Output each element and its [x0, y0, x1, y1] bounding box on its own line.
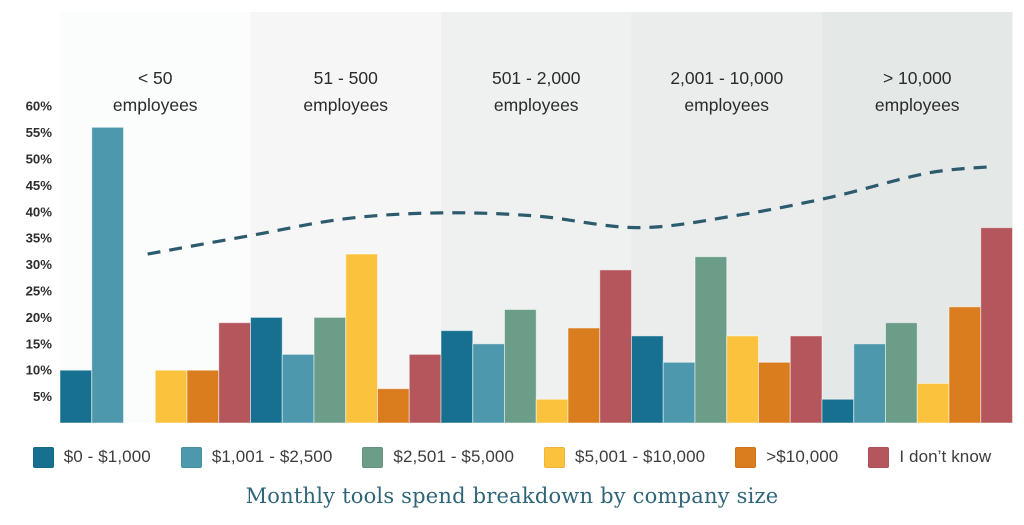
chart-title: Monthly tools spend breakdown by company… — [245, 484, 779, 508]
group-header-line2: employees — [113, 95, 198, 115]
bar-5-group-1 — [186, 369, 220, 424]
bar-1-group-3 — [440, 330, 474, 424]
group-header-line2: employees — [875, 95, 960, 115]
legend-label: >$10,000 — [766, 447, 839, 466]
group-header-line2: employees — [494, 95, 579, 115]
bar-3-group-3 — [504, 308, 537, 424]
bar-4-group-3 — [535, 398, 569, 424]
y-axis-tick-label: 10% — [26, 363, 53, 378]
bar-5-group-2 — [377, 388, 410, 424]
legend-label: $2,501 - $5,000 — [393, 447, 515, 466]
y-axis-tick-label: 20% — [26, 310, 53, 325]
bar-3-group-4 — [694, 256, 728, 424]
y-axis-tick-label: 50% — [26, 152, 53, 167]
bar-2-group-3 — [472, 343, 505, 424]
y-axis-tick-label: 35% — [26, 231, 53, 246]
bar-6-group-1 — [218, 322, 251, 424]
y-axis-tick-label: 40% — [26, 204, 53, 219]
bar-1-group-4 — [631, 335, 664, 424]
bar-2-group-1 — [91, 126, 124, 424]
bar-6-group-5 — [980, 227, 1013, 424]
bar-5-group-5 — [948, 306, 982, 424]
bar-2-group-4 — [662, 361, 696, 424]
legend-swatch-icon — [32, 446, 54, 468]
legend-swatch-icon — [180, 446, 202, 468]
bar-4-group-2 — [345, 253, 378, 424]
legend-item-5: >$10,000 — [735, 446, 839, 468]
y-axis-tick-label: 5% — [33, 389, 52, 404]
legend: $0 - $1,000 $1,001 - $2,500 $2,501 - $5,00… — [0, 440, 1024, 474]
y-axis-tick-label: 15% — [26, 336, 53, 351]
group-header-line1: 501 - 2,000 — [492, 68, 581, 88]
legend-label: $1,001 - $2,500 — [211, 447, 333, 466]
bar-2-group-2 — [281, 353, 315, 424]
bar-1-group-2 — [250, 316, 283, 424]
bar-2-group-5 — [853, 343, 886, 424]
legend-item-4: $5,001 - $10,000 — [544, 446, 706, 468]
legend-item-2: $1,001 - $2,500 — [180, 446, 333, 468]
bar-3-group-2 — [313, 316, 347, 424]
bar-4-group-5 — [916, 382, 950, 424]
legend-label: $5,001 - $10,000 — [575, 447, 706, 466]
legend-label: $0 - $1,000 — [63, 447, 151, 466]
bar-6-group-3 — [599, 269, 632, 424]
group-header-line2: employees — [684, 95, 769, 115]
trend-dashed-line — [147, 164, 996, 256]
bar-4-group-4 — [726, 335, 759, 424]
y-axis-tick-label: 30% — [26, 257, 53, 272]
bar-6-group-4 — [789, 335, 823, 424]
legend-item-1: $0 - $1,000 — [32, 446, 151, 468]
bar-5-group-4 — [758, 361, 791, 424]
legend-swatch-icon — [735, 446, 757, 468]
y-axis-tick-label: 60% — [26, 99, 53, 114]
legend-item-6: I don’t know — [868, 446, 992, 468]
group-header-line1: 51 - 500 — [314, 68, 378, 88]
bar-3-group-5 — [885, 322, 918, 424]
legend-swatch-icon — [544, 446, 566, 468]
y-axis-tick-label: 55% — [26, 125, 53, 140]
bar-5-group-3 — [567, 327, 601, 424]
chart-canvas: < 50 employees 51 - 500 employees 501 - 2,00… — [26, 12, 1013, 424]
bar-1-group-1 — [59, 369, 93, 424]
legend-item-3: $2,501 - $5,000 — [362, 446, 515, 468]
group-header-line1: < 50 — [138, 68, 173, 88]
group-header-line1: > 10,000 — [883, 68, 952, 88]
y-axis-tick-label: 45% — [26, 178, 53, 193]
bar-1-group-5 — [821, 398, 855, 424]
group-header-line1: 2,001 - 10,000 — [670, 68, 783, 88]
y-axis-tick-label: 25% — [26, 284, 53, 299]
bar-4-group-1 — [154, 369, 188, 424]
legend-label: I don’t know — [899, 447, 992, 466]
legend-swatch-icon — [362, 446, 384, 468]
legend-swatch-icon — [868, 446, 890, 468]
bar-6-group-2 — [408, 353, 442, 424]
group-header-line2: employees — [303, 95, 388, 115]
